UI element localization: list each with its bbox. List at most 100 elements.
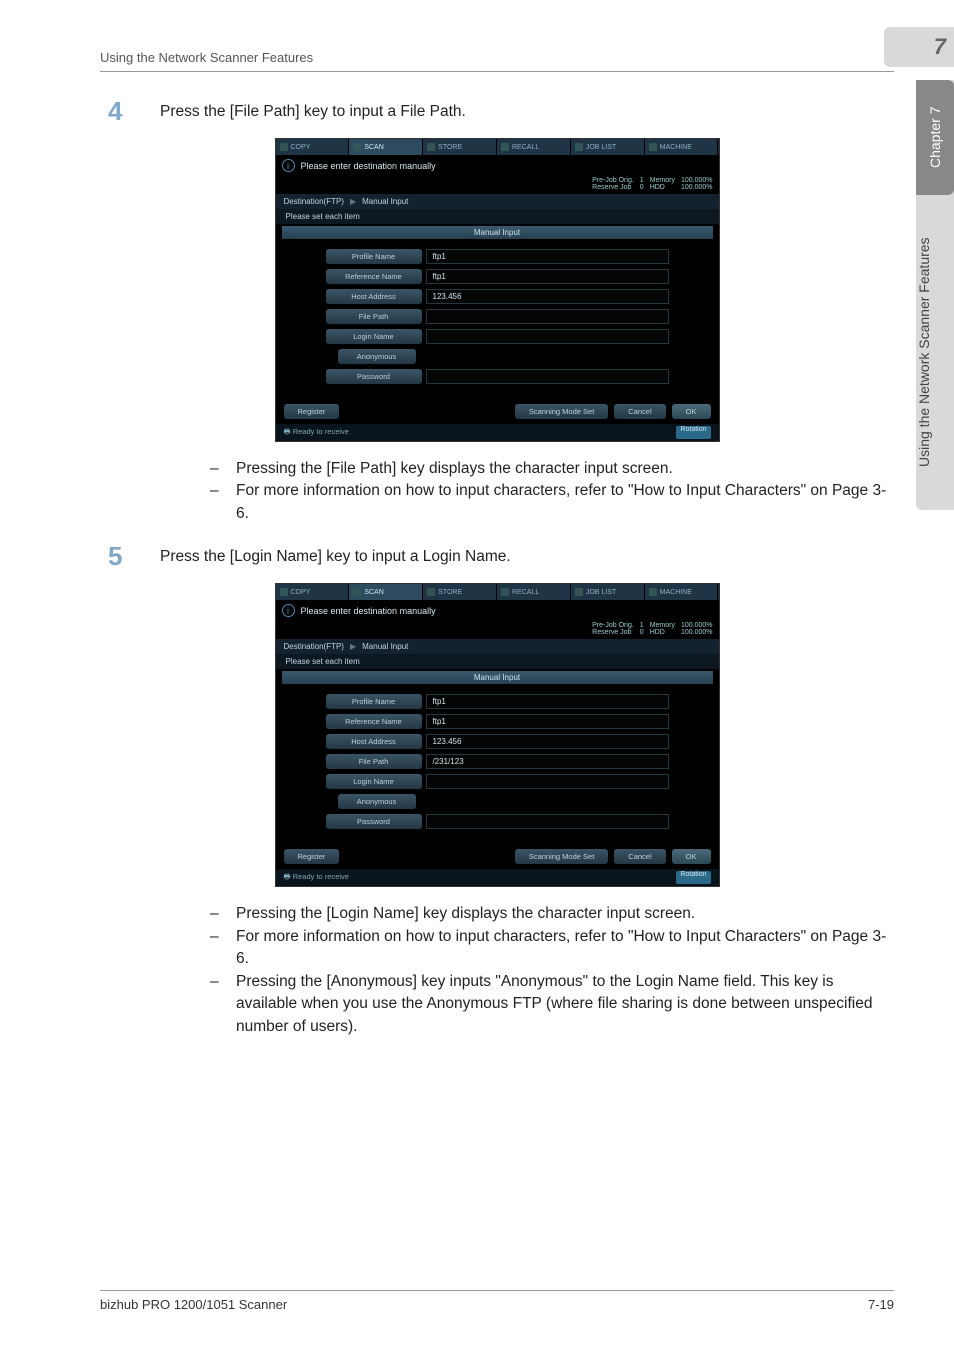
anonymous-button[interactable]: Anonymous — [338, 349, 416, 364]
store-icon — [427, 143, 435, 151]
dash-icon: – — [210, 903, 236, 925]
password-field[interactable] — [426, 369, 669, 384]
side-tab: Chapter 7 Using the Network Scanner Feat… — [916, 80, 954, 510]
footer-left: bizhub PRO 1200/1051 Scanner — [100, 1297, 287, 1312]
recall-icon — [501, 588, 509, 596]
bullet-text: For more information on how to input cha… — [236, 926, 894, 971]
profile-name-field[interactable]: ftp1 — [426, 249, 669, 264]
reference-name-button[interactable]: Reference Name — [326, 269, 422, 284]
ss1-info-text: Please enter destination manually — [301, 161, 436, 171]
scan-mode-button[interactable]: Scanning Mode Set — [515, 404, 608, 419]
step-5-text: Press the [Login Name] key to input a Lo… — [160, 543, 511, 568]
info-icon: i — [282, 604, 295, 617]
ss2-tab-recall[interactable]: RECALL — [497, 584, 571, 600]
page-header: Using the Network Scanner Features — [100, 50, 894, 72]
host-address-button[interactable]: Host Address — [326, 289, 422, 304]
ss2-info: i Please enter destination manually — [276, 600, 719, 621]
ss2-tab-copy[interactable]: COPY — [276, 584, 350, 600]
host-address-field[interactable]: 123.456 — [426, 734, 669, 749]
anonymous-button[interactable]: Anonymous — [338, 794, 416, 809]
step-4-number: 4 — [100, 98, 160, 124]
bullet-text: Pressing the [Anonymous] key inputs "Ano… — [236, 971, 894, 1038]
login-name-button[interactable]: Login Name — [326, 329, 422, 344]
bullet-text: Pressing the [File Path] key displays th… — [236, 458, 673, 480]
ss1-tab-machine[interactable]: MACHINE — [645, 139, 719, 155]
ok-button[interactable]: OK — [672, 404, 711, 419]
step-4: 4 Press the [File Path] key to input a F… — [100, 98, 894, 124]
host-address-field[interactable]: 123.456 — [426, 289, 669, 304]
cancel-button[interactable]: Cancel — [614, 404, 665, 419]
footer-right: 7-19 — [868, 1297, 894, 1312]
password-button[interactable]: Password — [326, 369, 422, 384]
recall-icon — [501, 143, 509, 151]
step-4-text: Press the [File Path] key to input a Fil… — [160, 98, 466, 123]
host-address-button[interactable]: Host Address — [326, 734, 422, 749]
register-button[interactable]: Register — [284, 849, 340, 864]
ss1-tab-recall[interactable]: RECALL — [497, 139, 571, 155]
ss2-tab-store[interactable]: STORE — [423, 584, 497, 600]
dash-icon: – — [210, 458, 236, 480]
profile-name-field[interactable]: ftp1 — [426, 694, 669, 709]
info-icon: i — [282, 159, 295, 172]
file-path-button[interactable]: File Path — [326, 754, 422, 769]
ss2-breadcrumb: Destination(FTP) ▶ Manual Input — [276, 639, 719, 654]
reference-name-button[interactable]: Reference Name — [326, 714, 422, 729]
ss2-bar: Manual Input — [282, 671, 713, 684]
screenshot-2: COPY SCAN STORE RECALL JOB LIST MACHINE … — [275, 583, 720, 887]
bullet-text: Pressing the [Login Name] key displays t… — [236, 903, 695, 925]
ss1-tab-store[interactable]: STORE — [423, 139, 497, 155]
joblist-icon — [575, 143, 583, 151]
scan-icon — [353, 143, 361, 151]
ss1-status: Pre-Job Orig.1Memory100.000% Reserve Job… — [276, 176, 719, 194]
scan-mode-button[interactable]: Scanning Mode Set — [515, 849, 608, 864]
copy-icon — [280, 143, 288, 151]
file-path-button[interactable]: File Path — [326, 309, 422, 324]
scan-icon — [353, 588, 361, 596]
dash-icon: – — [210, 480, 236, 525]
printer-icon: 🖶 — [284, 872, 291, 881]
file-path-field[interactable] — [426, 309, 669, 324]
ss1-info: i Please enter destination manually — [276, 155, 719, 176]
side-chapter: Chapter 7 — [916, 80, 954, 195]
ss1-tab-scan[interactable]: SCAN — [349, 139, 423, 155]
dash-icon: – — [210, 971, 236, 1038]
profile-name-button[interactable]: Profile Name — [326, 249, 422, 264]
ok-button[interactable]: OK — [672, 849, 711, 864]
register-button[interactable]: Register — [284, 404, 340, 419]
copy-icon — [280, 588, 288, 596]
ss1-bar: Manual Input — [282, 226, 713, 239]
machine-icon — [649, 588, 657, 596]
ss1-tabs: COPY SCAN STORE RECALL JOB LIST MACHINE — [276, 139, 719, 155]
printer-icon: 🖶 — [284, 427, 291, 436]
rotation-badge: Rotation — [676, 426, 710, 439]
chevron-right-icon: ▶ — [350, 642, 356, 651]
ss2-tab-joblist[interactable]: JOB LIST — [571, 584, 645, 600]
login-name-field[interactable] — [426, 329, 669, 344]
ss1-breadcrumb: Destination(FTP) ▶ Manual Input — [276, 194, 719, 209]
side-label: Using the Network Scanner Features — [916, 195, 932, 510]
ss1-ready: 🖶 Ready to receive Rotation — [276, 424, 719, 441]
ss2-status: Pre-Job Orig.1Memory100.000% Reserve Job… — [276, 621, 719, 639]
reference-name-field[interactable]: ftp1 — [426, 714, 669, 729]
bullets-2: –Pressing the [Login Name] key displays … — [210, 903, 894, 1038]
cancel-button[interactable]: Cancel — [614, 849, 665, 864]
login-name-button[interactable]: Login Name — [326, 774, 422, 789]
ss2-info-text: Please enter destination manually — [301, 606, 436, 616]
joblist-icon — [575, 588, 583, 596]
reference-name-field[interactable]: ftp1 — [426, 269, 669, 284]
ss1-form: Profile Name ftp1 Reference Name ftp1 Host… — [276, 241, 719, 399]
ss1-tab-joblist[interactable]: JOB LIST — [571, 139, 645, 155]
ss1-sub: Please set each item — [276, 209, 719, 224]
page-footer: bizhub PRO 1200/1051 Scanner 7-19 — [100, 1290, 894, 1312]
ss2-tab-machine[interactable]: MACHINE — [645, 584, 719, 600]
ss2-ready: 🖶 Ready to receive Rotation — [276, 869, 719, 886]
ss2-bottom: Register Scanning Mode Set Cancel OK — [276, 844, 719, 869]
step-5-number: 5 — [100, 543, 160, 569]
login-name-field[interactable] — [426, 774, 669, 789]
password-field[interactable] — [426, 814, 669, 829]
password-button[interactable]: Password — [326, 814, 422, 829]
profile-name-button[interactable]: Profile Name — [326, 694, 422, 709]
file-path-field[interactable]: /231/123 — [426, 754, 669, 769]
ss1-tab-copy[interactable]: COPY — [276, 139, 350, 155]
ss2-tab-scan[interactable]: SCAN — [349, 584, 423, 600]
